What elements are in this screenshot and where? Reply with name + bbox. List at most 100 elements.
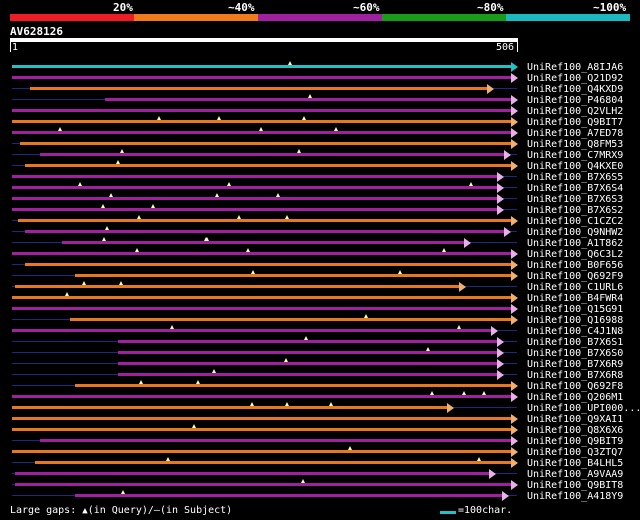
alignment-bar[interactable] xyxy=(15,483,511,486)
hit-label[interactable]: UniRef100_Q4KXD9 xyxy=(527,84,624,95)
alignment-bar[interactable] xyxy=(12,406,447,409)
alignment-bar[interactable] xyxy=(75,274,511,277)
query-gap-marker xyxy=(204,237,209,241)
alignment-arrow xyxy=(511,315,518,325)
alignment-bar[interactable] xyxy=(118,373,497,376)
alignment-bar[interactable] xyxy=(12,175,497,178)
alignment-bar[interactable] xyxy=(118,351,497,354)
hit-label[interactable]: UniRef100_Q21D92 xyxy=(527,73,624,84)
alignment-bar[interactable] xyxy=(12,76,511,79)
query-gap-marker xyxy=(456,325,461,329)
alignment-bar[interactable] xyxy=(30,87,487,90)
alignment-bar[interactable] xyxy=(12,450,511,453)
alignment-bar[interactable] xyxy=(12,131,511,134)
alignment-bar[interactable] xyxy=(12,197,497,200)
alignment-arrow xyxy=(511,95,518,105)
alignment-bar[interactable] xyxy=(15,285,459,288)
hit-label[interactable]: UniRef100_Q9NHW2 xyxy=(527,227,624,238)
hit-label[interactable]: UniRef100_Q15G91 xyxy=(527,304,624,315)
hit-label[interactable]: UniRef100_B4FWR4 xyxy=(527,293,624,304)
query-ruler xyxy=(10,38,518,42)
hit-label[interactable]: UniRef100_C4J1N8 xyxy=(527,326,624,337)
alignment-bar[interactable] xyxy=(118,362,497,365)
hit-label[interactable]: UniRef100_Q9BIT9 xyxy=(527,436,624,447)
query-gap-marker xyxy=(249,402,254,406)
legend-label-20: 20% xyxy=(113,1,133,14)
alignment-bar[interactable] xyxy=(70,318,511,321)
hit-label[interactable]: UniRef100_B7X6S3 xyxy=(527,194,624,205)
hit-label[interactable]: UniRef100_B7X6S0 xyxy=(527,348,624,359)
alignment-bar[interactable] xyxy=(12,186,497,189)
alignment-bar[interactable] xyxy=(25,263,511,266)
hit-label[interactable]: UniRef100_B7X6S4 xyxy=(527,183,624,194)
hit-label[interactable]: UniRef100_Q2VLH2 xyxy=(527,106,624,117)
hit-label[interactable]: UniRef100_Q206M1 xyxy=(527,392,624,403)
alignment-bar[interactable] xyxy=(118,340,497,343)
query-gap-marker xyxy=(329,402,334,406)
query-gap-marker xyxy=(135,248,140,252)
alignment-bar[interactable] xyxy=(20,142,511,145)
hit-label[interactable]: UniRef100_Q9BIT7 xyxy=(527,117,624,128)
alignment-bar[interactable] xyxy=(75,494,502,497)
hit-label[interactable]: UniRef100_Q9XAI1 xyxy=(527,414,624,425)
hit-label[interactable]: UniRef100_B4LHL5 xyxy=(527,458,624,469)
hit-label[interactable]: UniRef100_B7X6S5 xyxy=(527,172,624,183)
alignment-bar[interactable] xyxy=(12,329,491,332)
hit-label[interactable]: UniRef100_Q16988 xyxy=(527,315,624,326)
alignment-bar[interactable] xyxy=(105,98,511,101)
alignment-bar[interactable] xyxy=(25,230,504,233)
query-gap-marker xyxy=(304,336,308,340)
hit-label[interactable]: UniRef100_P46804 xyxy=(527,95,624,106)
hit-label[interactable]: UniRef100_Q6C3L2 xyxy=(527,249,624,260)
hit-label[interactable]: UniRef100_B7X6S1 xyxy=(527,337,624,348)
alignment-arrow xyxy=(511,260,518,270)
alignment-bar[interactable] xyxy=(12,65,511,68)
alignment-arrow xyxy=(511,304,518,314)
query-gap-marker xyxy=(119,281,124,285)
hit-label[interactable]: UniRef100_Q4KXE0 xyxy=(527,161,624,172)
alignment-arrow xyxy=(464,238,471,248)
alignment-bar[interactable] xyxy=(62,241,464,244)
hit-label[interactable]: UniRef100_B7X6S2 xyxy=(527,205,624,216)
hit-label[interactable]: UniRef100_C7MRX9 xyxy=(527,150,624,161)
alignment-bar[interactable] xyxy=(18,219,511,222)
alignment-bar[interactable] xyxy=(12,307,511,310)
alignment-bar[interactable] xyxy=(12,428,511,431)
query-gap-marker xyxy=(283,358,288,362)
hit-label[interactable]: UniRef100_C1CZC2 xyxy=(527,216,624,227)
hit-label[interactable]: UniRef100_A9VAA9 xyxy=(527,469,624,480)
hit-label[interactable]: UniRef100_Q8FM53 xyxy=(527,139,624,150)
alignment-bar[interactable] xyxy=(12,208,497,211)
hit-label[interactable]: UniRef100_B7X6R8 xyxy=(527,370,624,381)
hit-label[interactable]: UniRef100_Q3ZTQ7 xyxy=(527,447,624,458)
alignment-arrow xyxy=(511,249,518,259)
hit-label[interactable]: UniRef100_A418Y9 xyxy=(527,491,624,502)
alignment-bar[interactable] xyxy=(75,384,511,387)
alignment-bar[interactable] xyxy=(35,461,511,464)
hit-label[interactable]: UniRef100_Q8X6X6 xyxy=(527,425,624,436)
query-gap-marker xyxy=(109,193,114,197)
alignment-bar[interactable] xyxy=(12,296,511,299)
alignment-bar[interactable] xyxy=(40,153,504,156)
query-gap-marker xyxy=(347,446,352,450)
hit-label[interactable]: UniRef100_A7ED78 xyxy=(527,128,624,139)
alignment-bar[interactable] xyxy=(12,109,511,112)
hit-label[interactable]: UniRef100_B7X6R9 xyxy=(527,359,624,370)
hit-label[interactable]: UniRef100_B0F656 xyxy=(527,260,624,271)
hit-label[interactable]: UniRef100_Q692F9 xyxy=(527,271,624,282)
hit-label[interactable]: UniRef100_UPI000... xyxy=(527,403,640,414)
alignment-bar[interactable] xyxy=(12,120,511,123)
alignment-bar[interactable] xyxy=(12,395,511,398)
alignment-bar[interactable] xyxy=(12,417,511,420)
alignment-bar[interactable] xyxy=(25,164,511,167)
alignment-arrow xyxy=(511,436,518,446)
hit-label[interactable]: UniRef100_A1T862 xyxy=(527,238,624,249)
alignment-bar[interactable] xyxy=(15,472,489,475)
hit-label[interactable]: UniRef100_Q9BIT8 xyxy=(527,480,624,491)
alignment-bar[interactable] xyxy=(12,252,511,255)
hit-label[interactable]: UniRef100_Q692F8 xyxy=(527,381,624,392)
hit-label[interactable]: UniRef100_C1URL6 xyxy=(527,282,624,293)
alignment-arrow xyxy=(497,183,504,193)
alignment-bar[interactable] xyxy=(40,439,511,442)
hit-label[interactable]: UniRef100_A8IJA6 xyxy=(527,62,624,73)
